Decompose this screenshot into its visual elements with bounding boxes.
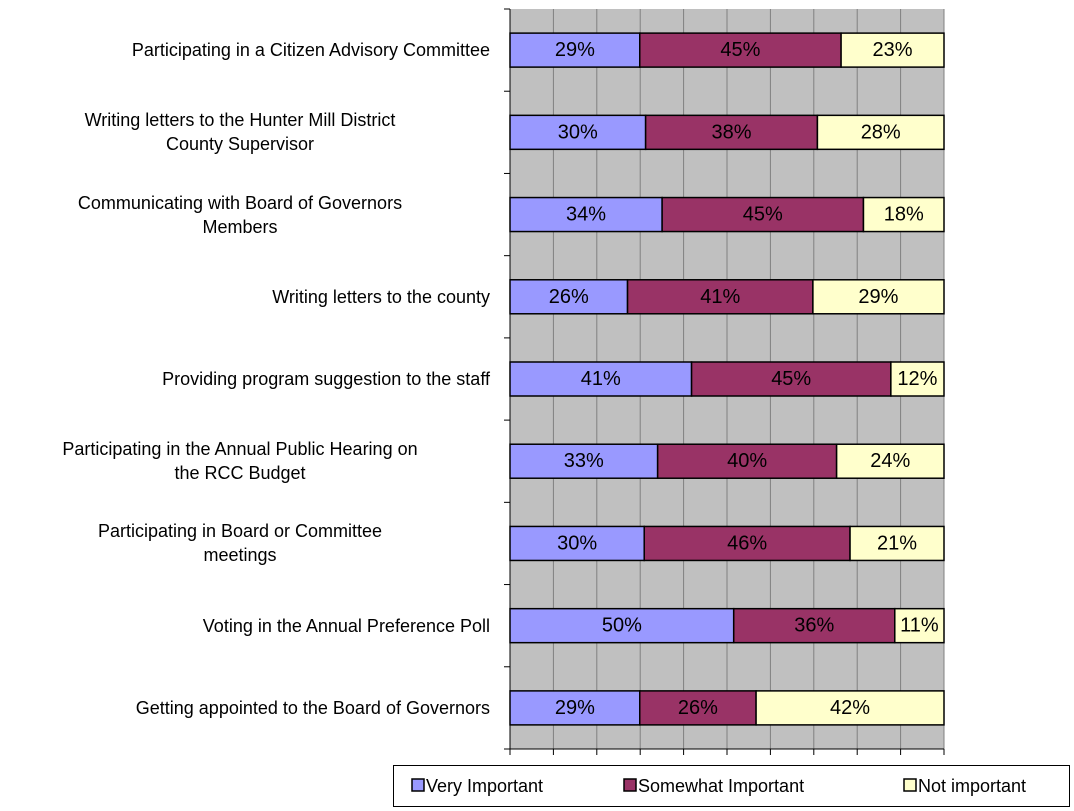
category-label: Participating in Board or Committee meet… [97, 521, 383, 566]
legend-label: Not important [918, 776, 1026, 796]
data-label: 41% [700, 286, 740, 308]
data-label: 29% [555, 697, 595, 719]
bar [509, 279, 629, 315]
bar [639, 690, 757, 726]
bar [840, 32, 945, 68]
bar [509, 443, 659, 479]
legend-box [393, 765, 1070, 807]
bar [509, 361, 693, 397]
bar [509, 690, 641, 726]
bar [690, 361, 892, 397]
bar [509, 114, 647, 151]
category-label: Writing letters to the county [272, 286, 490, 307]
data-label: 12% [897, 368, 937, 390]
category-label: Getting appointed to the Board of Govern… [135, 697, 490, 718]
data-label: 34% [566, 204, 606, 226]
category-label: Voting in the Annual Preference Poll [202, 615, 490, 636]
data-label: 45% [743, 204, 783, 226]
bar [732, 607, 896, 644]
category-label: Participating in the Annual Public Heari… [62, 439, 418, 484]
data-label: 36% [794, 615, 834, 637]
data-label: 23% [873, 39, 913, 61]
data-label: 42% [830, 697, 870, 719]
data-label: 28% [861, 121, 901, 143]
legend-label: Very Important [426, 776, 543, 796]
data-label: 45% [771, 368, 811, 390]
data-label: 26% [549, 286, 589, 308]
legend-swatch [623, 778, 637, 792]
data-label: 33% [564, 450, 604, 472]
bar [509, 607, 735, 644]
bar [849, 525, 945, 562]
bar [644, 114, 819, 151]
data-label: 29% [858, 286, 898, 308]
legend-swatch [903, 778, 917, 792]
bar [509, 32, 641, 68]
legend-swatch [411, 778, 425, 792]
data-label: 29% [555, 39, 595, 61]
bar [835, 443, 945, 479]
data-label: 30% [557, 532, 597, 554]
bar [816, 114, 945, 151]
bar [661, 196, 865, 233]
data-label: 11% [900, 615, 939, 637]
bar [812, 279, 945, 315]
bar [656, 443, 838, 479]
bar [639, 32, 842, 68]
data-label: 21% [877, 532, 917, 554]
data-label: 40% [727, 450, 767, 472]
data-label: 45% [720, 39, 760, 61]
category-label: Writing letters to the Hunter Mill Distr… [84, 110, 396, 155]
bar [509, 196, 663, 233]
legend-label: Somewhat Important [638, 776, 804, 796]
bar [755, 690, 945, 726]
category-label: Participating in a Citizen Advisory Comm… [131, 40, 490, 61]
data-label: 24% [870, 450, 910, 472]
data-label: 50% [602, 615, 642, 637]
data-label: 26% [678, 697, 718, 719]
data-label: 18% [884, 204, 924, 226]
category-label: Communicating with Board of Governors Me… [77, 192, 403, 237]
bar [894, 607, 945, 644]
bar [890, 361, 945, 397]
data-label: 30% [558, 121, 598, 143]
data-label: 38% [712, 121, 752, 143]
category-label: Providing program suggestion to the staf… [162, 369, 490, 389]
data-label: 46% [727, 532, 767, 554]
bar [862, 196, 945, 233]
data-label: 41% [581, 368, 621, 390]
